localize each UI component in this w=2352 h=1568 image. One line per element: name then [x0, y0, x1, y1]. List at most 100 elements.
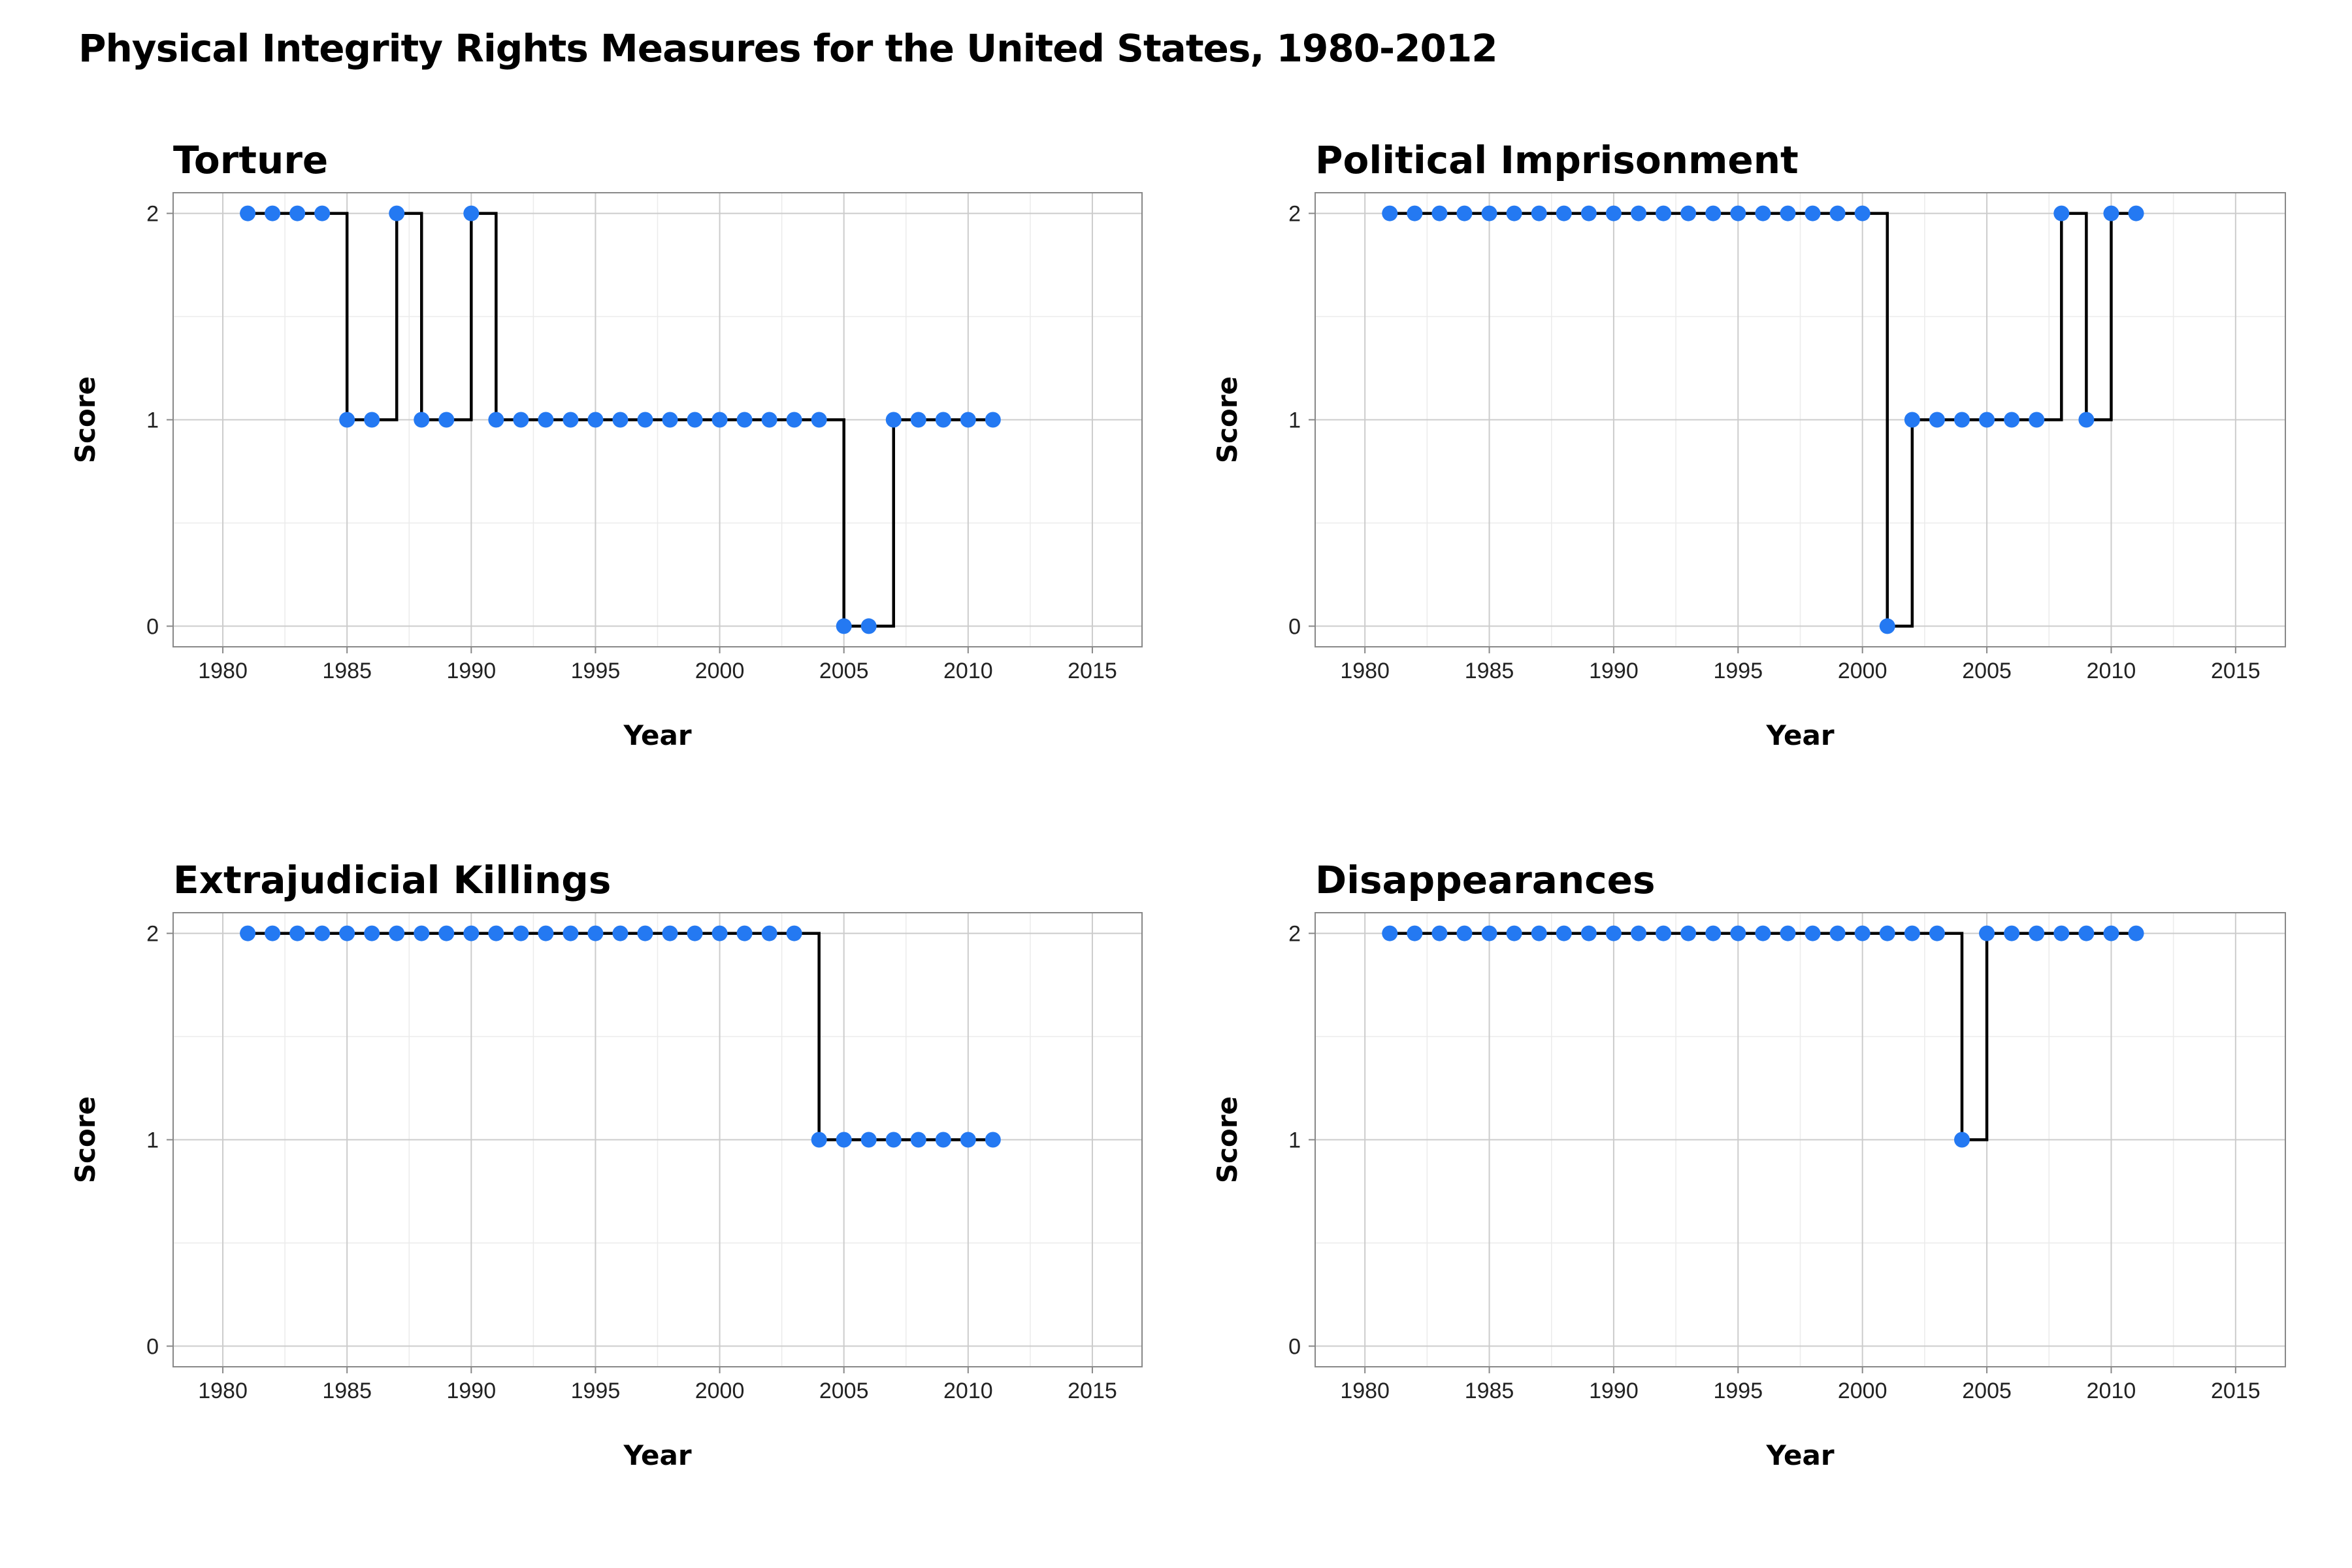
data-point	[1605, 925, 1622, 941]
data-point	[1605, 205, 1622, 221]
x-tick-label: 1980	[198, 1379, 248, 1403]
y-tick-label: 0	[1288, 614, 1301, 639]
x-tick-label: 1995	[571, 1379, 621, 1403]
data-point	[687, 412, 703, 428]
data-point	[538, 412, 554, 428]
data-point	[314, 205, 331, 221]
data-point	[339, 412, 355, 428]
data-point	[1705, 925, 1722, 941]
data-point	[1780, 205, 1796, 221]
data-point	[935, 1132, 951, 1148]
data-point	[1556, 205, 1572, 221]
data-point	[1979, 412, 1995, 428]
x-tick-label: 1980	[198, 659, 248, 683]
data-point	[860, 1132, 877, 1148]
x-tick-label: 2005	[1962, 1379, 2012, 1403]
data-point	[2004, 925, 2020, 941]
data-point	[314, 925, 331, 941]
panel-title: Torture	[173, 138, 328, 182]
y-axis-title: Score	[69, 1096, 101, 1183]
data-point	[2078, 925, 2095, 941]
x-tick-label: 2015	[1068, 1379, 1117, 1403]
data-point	[414, 925, 430, 941]
data-point	[711, 412, 728, 428]
data-point	[1407, 925, 1423, 941]
x-axis-title: Year	[1765, 1439, 1834, 1471]
data-point	[1954, 1132, 1970, 1148]
data-point	[1656, 205, 1672, 221]
data-point	[1954, 412, 1970, 428]
data-point	[1879, 925, 1895, 941]
data-point	[438, 925, 455, 941]
x-tick-label: 2015	[2211, 659, 2261, 683]
y-tick-label: 2	[1288, 922, 1301, 947]
data-point	[786, 925, 802, 941]
data-point	[339, 925, 355, 941]
data-point	[1879, 618, 1895, 634]
data-point	[1456, 925, 1473, 941]
data-point	[364, 412, 380, 428]
data-point	[761, 412, 777, 428]
data-point	[463, 205, 480, 221]
data-point	[985, 412, 1001, 428]
data-point	[438, 412, 455, 428]
data-point	[662, 412, 678, 428]
data-point	[1382, 925, 1398, 941]
data-point	[687, 925, 703, 941]
x-tick-label: 1985	[1465, 659, 1514, 683]
x-tick-label: 1980	[1340, 1379, 1390, 1403]
data-point	[836, 1132, 852, 1148]
x-tick-label: 2010	[2087, 659, 2136, 683]
data-point	[1780, 925, 1796, 941]
data-point	[2029, 412, 2045, 428]
data-point	[1730, 925, 1746, 941]
data-point	[1904, 412, 1920, 428]
data-point	[885, 412, 902, 428]
data-point	[935, 412, 951, 428]
chart-panel: 0 1 2 1980 1985 1990 1995 2000 2005 2010 2015 Disap…	[1211, 858, 2286, 1471]
data-point	[1431, 925, 1448, 941]
data-point	[1431, 205, 1448, 221]
data-point	[1854, 205, 1870, 221]
data-point	[711, 925, 728, 941]
x-tick-label: 1990	[1589, 1379, 1639, 1403]
data-point	[463, 925, 480, 941]
x-tick-label: 2010	[2087, 1379, 2136, 1403]
data-point	[2103, 205, 2119, 221]
y-tick-label: 0	[146, 614, 159, 639]
data-point	[488, 412, 504, 428]
x-tick-label: 2010	[943, 1379, 993, 1403]
data-point	[1979, 925, 1995, 941]
x-tick-label: 2010	[943, 659, 993, 683]
data-point	[1829, 205, 1846, 221]
x-tick-label: 1995	[1713, 1379, 1763, 1403]
x-tick-label: 2000	[695, 1379, 745, 1403]
data-point	[1805, 205, 1821, 221]
chart-panel: 0 1 2 1980 1985 1990 1995 2000 2005 2010 2015 Tortu…	[69, 138, 1143, 751]
data-point	[587, 925, 604, 941]
data-point	[885, 1132, 902, 1148]
data-point	[563, 925, 579, 941]
data-point	[637, 412, 653, 428]
data-point	[513, 925, 529, 941]
data-point	[637, 925, 653, 941]
x-tick-label: 2000	[1838, 1379, 1887, 1403]
data-point	[538, 925, 554, 941]
x-tick-label: 1985	[322, 1379, 372, 1403]
data-point	[612, 925, 629, 941]
data-point	[1531, 925, 1547, 941]
data-point	[960, 1132, 976, 1148]
data-point	[1829, 925, 1846, 941]
data-point	[389, 205, 405, 221]
x-axis-title: Year	[623, 1439, 691, 1471]
data-point	[662, 925, 678, 941]
data-point	[736, 412, 753, 428]
data-point	[1481, 925, 1497, 941]
data-point	[1656, 925, 1672, 941]
data-point	[1929, 925, 1945, 941]
data-point	[1904, 925, 1920, 941]
data-point	[1680, 925, 1697, 941]
data-point	[1929, 412, 1945, 428]
data-point	[1680, 205, 1697, 221]
x-axis-title: Year	[623, 719, 691, 751]
